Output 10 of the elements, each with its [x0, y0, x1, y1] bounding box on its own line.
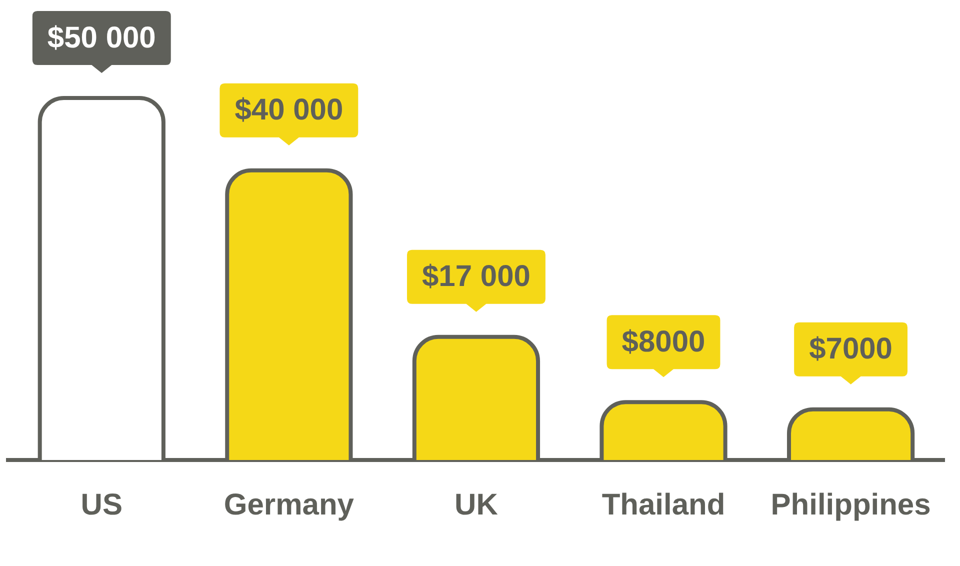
- data-label: $50 000: [47, 21, 156, 54]
- x-tick-label: Thailand: [602, 488, 726, 522]
- x-tick-label: Germany: [224, 488, 354, 522]
- x-tick-label: UK: [454, 488, 498, 522]
- data-label: $7000: [809, 332, 893, 366]
- x-tick-label: Philippines: [770, 488, 931, 522]
- data-label: $8000: [622, 325, 706, 358]
- x-tick-label: US: [80, 488, 122, 522]
- data-label: $17 000: [422, 260, 530, 294]
- data-label: $40 000: [234, 94, 344, 127]
